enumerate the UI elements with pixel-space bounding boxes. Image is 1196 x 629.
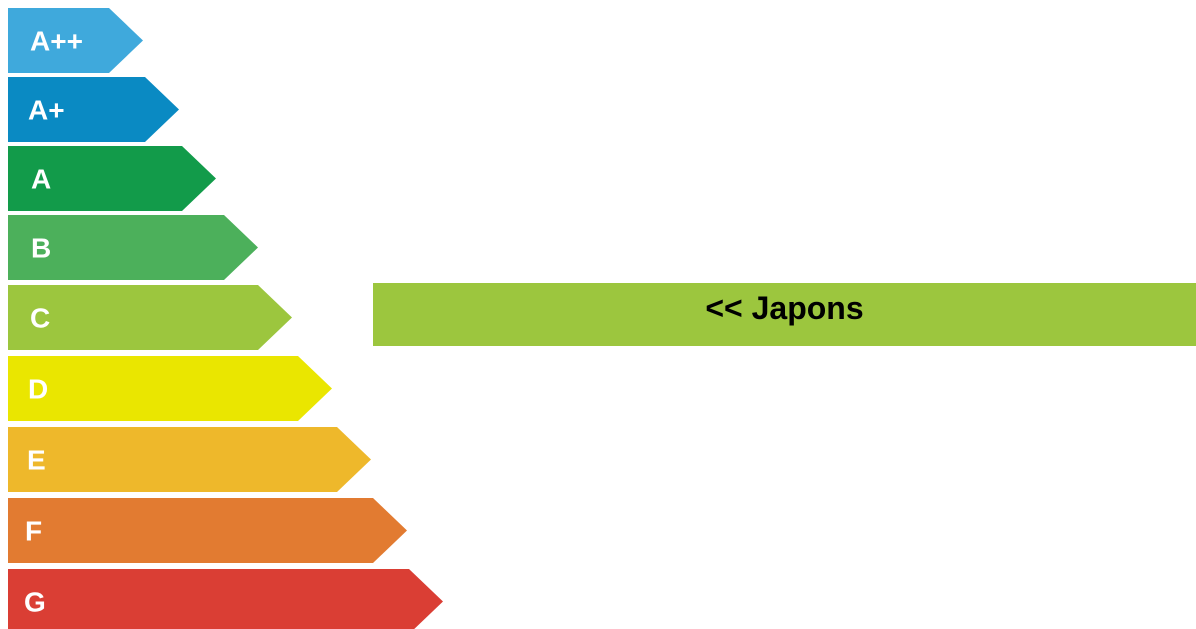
energy-class-bar-9 <box>8 569 443 629</box>
energy-class-bar-4 <box>8 215 258 280</box>
energy-class-label-6: D <box>28 374 48 405</box>
energy-class-label-4: B <box>31 233 51 264</box>
energy-class-label-9: G <box>24 587 46 618</box>
energy-class-bar-7 <box>8 427 371 492</box>
energy-class-bar-3 <box>8 146 216 211</box>
energy-class-label-8: F <box>25 516 42 547</box>
energy-class-bar-6 <box>8 356 332 421</box>
pointer-label: << Japons <box>705 290 864 326</box>
energy-class-label-1: A++ <box>30 26 83 57</box>
energy-class-bar-2 <box>8 77 179 142</box>
energy-class-bar-1 <box>8 8 143 73</box>
rating-pointer: << Japons <box>373 283 1196 346</box>
energy-class-label-7: E <box>27 445 46 476</box>
energy-class-bar-5 <box>8 285 292 350</box>
energy-class-label-3: A <box>31 164 51 195</box>
energy-class-label-5: C <box>30 303 50 334</box>
energy-class-label-2: A+ <box>28 95 65 126</box>
energy-class-bar-8 <box>8 498 407 563</box>
